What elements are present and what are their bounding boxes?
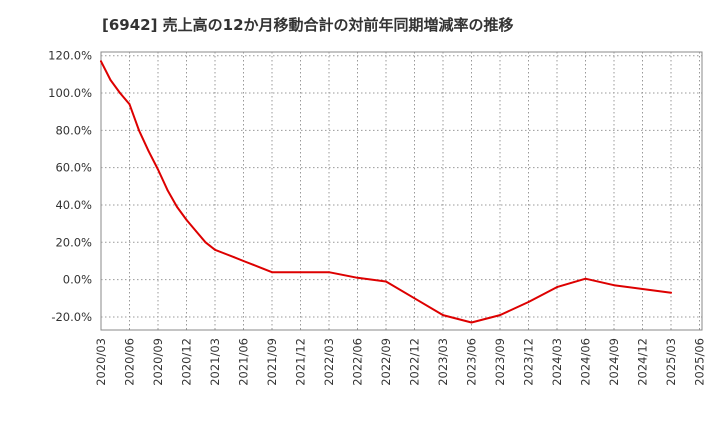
x-tick-label: 2023/09 [493,338,507,386]
data-point [641,288,644,290]
x-tick-label: 2020/06 [123,338,137,386]
x-tick-label: 2024/06 [579,338,593,386]
chart-title: [6942] 売上高の12か月移動合計の対前年同期増減率の推移 [102,16,514,34]
x-tick-label: 2020/03 [94,338,108,386]
x-tick-label: 2022/06 [351,338,365,386]
data-point [527,301,530,303]
y-tick-label: 60.0% [55,161,92,175]
y-tick-label: 0.0% [63,273,92,287]
x-tick-label: 2021/12 [294,338,308,386]
y-tick-label: -20.0% [51,310,92,324]
x-tick-label: 2024/03 [550,338,564,386]
x-tick-label: 2023/12 [522,338,536,386]
x-tick-label: 2023/06 [465,338,479,386]
data-point [128,103,131,106]
y-tick-label: 20.0% [55,235,92,249]
data-point [214,248,216,251]
data-point [356,276,359,279]
data-point [385,280,387,283]
x-tick-label: 2022/03 [322,338,336,386]
data-point [119,92,121,94]
data-point [233,256,235,259]
x-tick-label: 2021/09 [265,338,279,386]
data-point [147,150,150,152]
data-point [470,321,473,324]
data-point [413,297,416,300]
data-point [613,284,615,287]
data-point [442,314,444,316]
data-point [138,129,140,132]
data-point [176,206,178,208]
y-tick-label: 100.0% [48,86,92,100]
x-tick-label: 2023/03 [436,338,450,386]
x-tick-label: 2024/09 [607,338,621,386]
data-point [499,314,501,316]
data-point [271,271,273,274]
data-point [195,230,197,233]
y-tick-label: 80.0% [55,123,92,137]
data-point [328,271,330,274]
data-point [109,79,112,81]
x-tick-label: 2021/03 [208,338,222,386]
data-point [204,241,207,244]
x-tick-label: 2025/03 [664,338,678,386]
data-point [166,189,169,192]
y-tick-label: 120.0% [48,49,92,63]
data-point [242,260,245,262]
data-point [252,263,254,266]
x-tick-label: 2021/06 [237,338,251,386]
x-tick-label: 2022/12 [408,338,422,386]
y-tick-label: 40.0% [55,198,92,212]
x-tick-label: 2020/09 [151,338,165,386]
data-point [185,219,188,221]
data-point [157,168,159,171]
x-tick-label: 2024/12 [636,338,650,386]
data-point [670,291,672,294]
x-tick-label: 2020/12 [180,338,194,386]
data-point [223,252,226,255]
x-tick-label: 2022/09 [379,338,393,386]
data-point [584,277,587,280]
x-tick-label: 2025/06 [693,338,707,386]
data-point [299,271,302,274]
data-point [261,267,264,270]
plot-area [100,51,703,331]
data-point [100,60,102,63]
data-point [556,286,558,288]
